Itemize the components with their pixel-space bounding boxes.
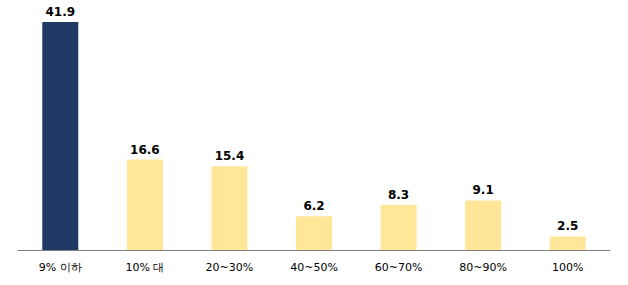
svg-text:8.3: 8.3 (388, 188, 409, 202)
svg-text:41.9: 41.9 (45, 5, 75, 19)
svg-text:100%: 100% (552, 261, 583, 274)
svg-text:20~30%: 20~30% (206, 261, 254, 274)
svg-text:9.1: 9.1 (473, 183, 494, 197)
svg-text:6.2: 6.2 (303, 199, 324, 213)
svg-text:60~70%: 60~70% (375, 261, 423, 274)
svg-text:2.5: 2.5 (557, 219, 578, 233)
svg-text:9% 이하: 9% 이하 (39, 261, 82, 274)
svg-text:40~50%: 40~50% (290, 261, 338, 274)
svg-text:80~90%: 80~90% (459, 261, 507, 274)
svg-text:16.6: 16.6 (130, 143, 160, 157)
svg-text:15.4: 15.4 (215, 149, 245, 163)
svg-text:10% 대: 10% 대 (125, 261, 164, 274)
